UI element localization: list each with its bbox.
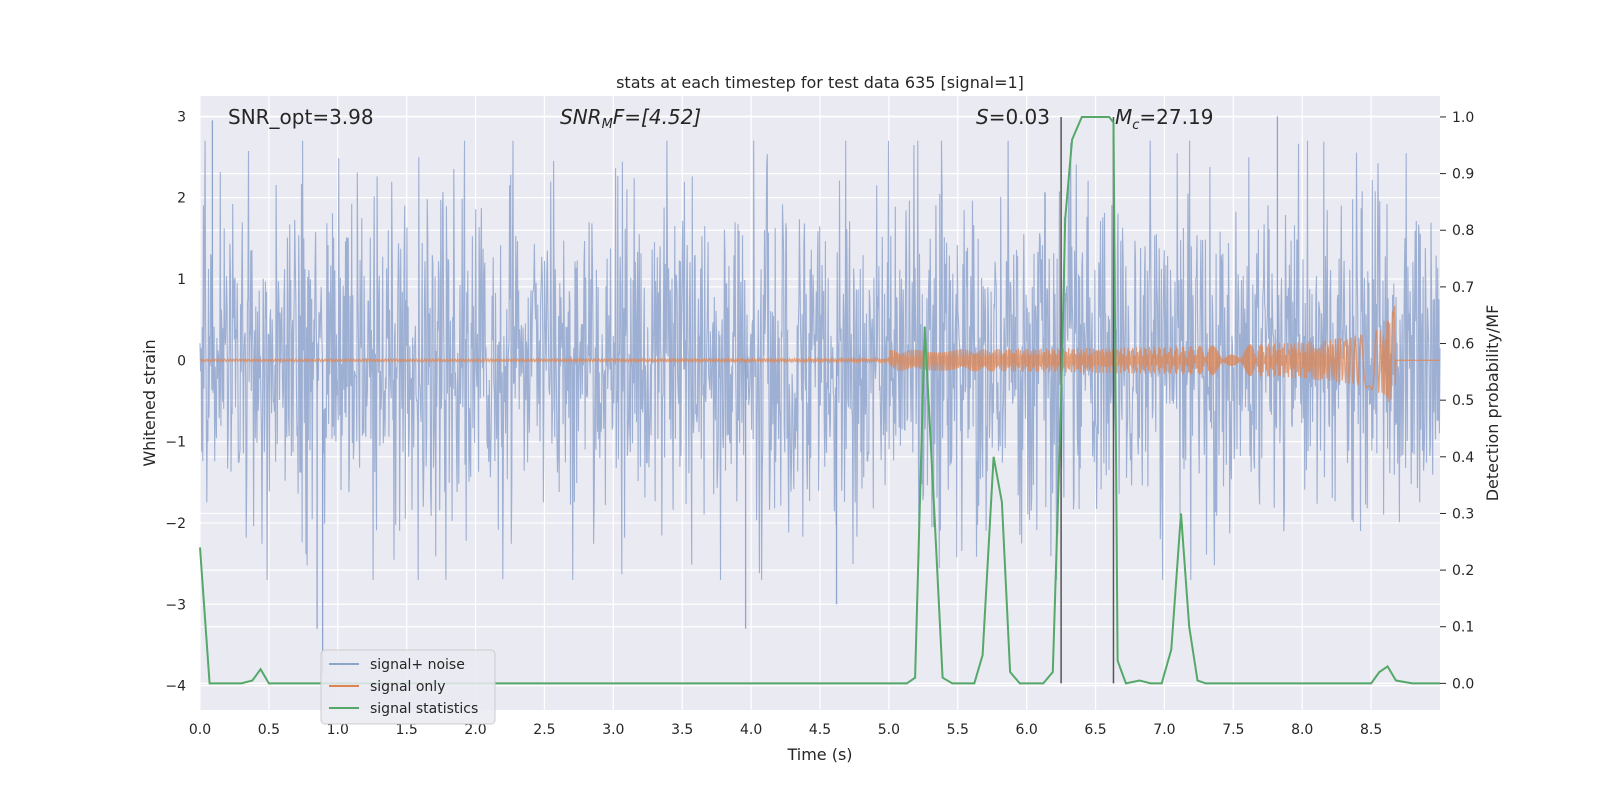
x-tick-label: 4.5 bbox=[809, 722, 831, 738]
x-tick-label: 2.0 bbox=[464, 722, 486, 738]
annotation-mc: Mc=27.19 bbox=[1115, 105, 1213, 133]
x-tick-label: 4.0 bbox=[740, 722, 762, 738]
y-tick-label: 0 bbox=[177, 353, 186, 369]
legend-box bbox=[320, 649, 496, 725]
legend: signal+ noise signal only signal statist… bbox=[320, 649, 496, 725]
x-tick-label: 6.5 bbox=[1084, 722, 1106, 738]
x-tick-label: 0.5 bbox=[258, 722, 280, 738]
left-y-axis-ticks: 3 2 1 0 −1 −2 −3 −4 bbox=[165, 109, 186, 694]
y-right-tick-label: 0.3 bbox=[1452, 506, 1474, 522]
y-right-tick-label: 0.7 bbox=[1452, 280, 1474, 296]
right-y-axis-label: Detection probability/MF bbox=[1483, 305, 1502, 502]
x-tick-label: 7.5 bbox=[1222, 722, 1244, 738]
x-tick-label: 8.5 bbox=[1360, 722, 1382, 738]
x-tick-label: 3.5 bbox=[671, 722, 693, 738]
y-right-tick-label: 1.0 bbox=[1452, 110, 1474, 126]
x-axis-ticks: 0.0 0.5 1.0 1.5 2.0 2.5 3.0 3.5 4.0 4.5 5.0 5.5 6.0 6… bbox=[189, 722, 1382, 738]
y-tick-label: 1 bbox=[177, 272, 186, 288]
y-tick-label: −4 bbox=[165, 679, 186, 695]
y-right-tick-label: 0.0 bbox=[1452, 676, 1474, 692]
y-right-tick-label: 0.5 bbox=[1452, 393, 1474, 409]
chart-title: stats at each timestep for test data 635… bbox=[616, 73, 1024, 92]
x-tick-label: 3.0 bbox=[602, 722, 624, 738]
y-right-tick-label: 0.2 bbox=[1452, 563, 1474, 579]
y-tick-label: −2 bbox=[165, 516, 186, 532]
series-signal-only bbox=[199, 305, 1440, 403]
noise-trace bbox=[199, 140, 1441, 580]
annotation-s: S=0.03 bbox=[976, 105, 1050, 129]
x-tick-label: 6.0 bbox=[1016, 722, 1038, 738]
legend-label-signal-only: signal only bbox=[370, 679, 445, 695]
x-tick-label: 1.5 bbox=[396, 722, 418, 738]
legend-label-signal-plus-noise: signal+ noise bbox=[370, 657, 465, 673]
x-tick-label: 2.5 bbox=[533, 722, 555, 738]
annotation-snr-opt: SNR_opt=3.98 bbox=[228, 105, 374, 129]
legend-label-signal-statistics: signal statistics bbox=[370, 701, 478, 717]
series-signal-statistics bbox=[199, 116, 1440, 685]
y-right-tick-label: 0.1 bbox=[1452, 620, 1474, 636]
series-signal-plus-noise bbox=[199, 116, 1441, 674]
x-tick-label: 7.0 bbox=[1153, 722, 1175, 738]
annotation-snr-mf: SNRMF=[4.52] bbox=[560, 105, 701, 132]
chirp-trace bbox=[199, 305, 1440, 403]
x-tick-label: 0.0 bbox=[189, 722, 211, 738]
y-axis-label: Whitened strain bbox=[140, 339, 159, 466]
y-tick-label: −1 bbox=[165, 435, 186, 451]
y-tick-label: 3 bbox=[177, 109, 186, 125]
y-right-tick-label: 0.4 bbox=[1452, 450, 1474, 466]
y-right-tick-label: 0.6 bbox=[1452, 337, 1474, 353]
statistics-line bbox=[199, 116, 1440, 685]
x-tick-label: 5.5 bbox=[947, 722, 969, 738]
y-tick-label: 2 bbox=[177, 191, 186, 207]
y-right-tick-label: 0.9 bbox=[1452, 167, 1474, 183]
x-tick-label: 8.0 bbox=[1291, 722, 1313, 738]
right-y-axis-ticks: 1.0 0.9 0.8 0.7 0.6 0.5 0.4 0.3 0.2 0.1 0.0 bbox=[1440, 110, 1474, 692]
y-right-tick-label: 0.8 bbox=[1452, 223, 1474, 239]
x-tick-label: 5.0 bbox=[878, 722, 900, 738]
x-tick-label: 1.0 bbox=[327, 722, 349, 738]
x-axis-label: Time (s) bbox=[786, 745, 852, 764]
y-tick-label: −3 bbox=[165, 597, 186, 613]
